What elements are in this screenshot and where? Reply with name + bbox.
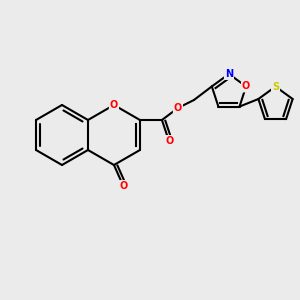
Text: O: O <box>242 81 250 92</box>
Text: O: O <box>110 100 118 110</box>
Text: O: O <box>174 103 182 113</box>
Text: O: O <box>166 136 174 146</box>
Text: O: O <box>120 181 128 191</box>
Text: S: S <box>272 82 279 92</box>
Text: N: N <box>225 69 233 79</box>
